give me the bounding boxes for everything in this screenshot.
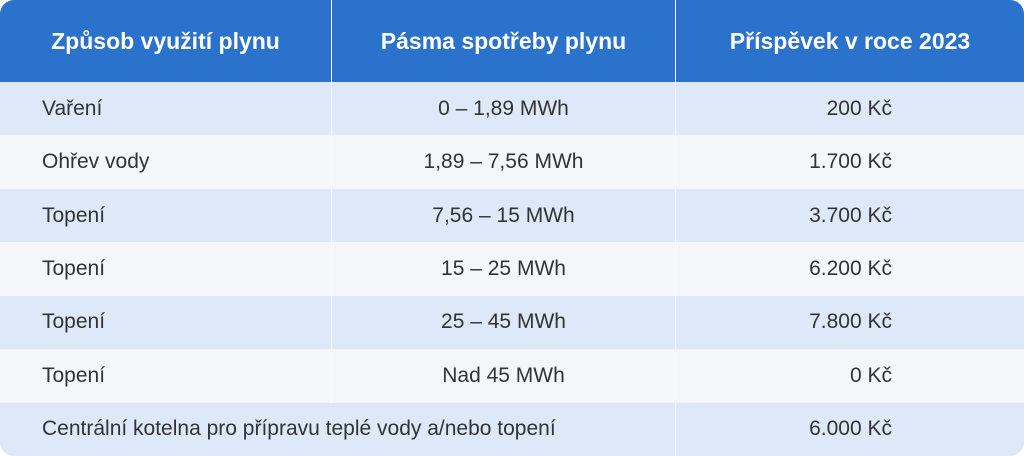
table-cell: 7,56 – 15 MWh <box>332 188 675 243</box>
table-cell: 1,89 – 7,56 MWh <box>332 135 675 189</box>
table-cell: 1.700 Kč <box>676 135 1024 189</box>
table-cell: 3.700 Kč <box>676 188 1024 243</box>
header-cell: Pásma spotřeby plynu <box>332 0 675 82</box>
table-cell: Topení <box>0 349 331 403</box>
table-cell: Topení <box>0 188 331 243</box>
table-cell: 6.200 Kč <box>676 242 1024 296</box>
table-cell: 25 – 45 MWh <box>332 295 675 350</box>
table-cell: 7.800 Kč <box>676 295 1024 350</box>
table-cell: 200 Kč <box>676 82 1024 136</box>
table-cell: 15 – 25 MWh <box>332 242 675 296</box>
table-cell: Topení <box>0 242 331 296</box>
table-cell: Centrální kotelna pro přípravu teplé vod… <box>0 402 675 456</box>
header-cell: Příspěvek v roce 2023 <box>676 0 1024 82</box>
table-cell: Nad 45 MWh <box>332 349 675 403</box>
table-cell: 0 Kč <box>676 349 1024 403</box>
table-cell: Topení <box>0 295 331 350</box>
table-cell: Vaření <box>0 82 331 136</box>
table-cell: 6.000 Kč <box>676 402 1024 456</box>
header-cell: Způsob využití plynu <box>0 0 331 82</box>
table-cell: Ohřev vody <box>0 135 331 189</box>
table-cell: 0 – 1,89 MWh <box>332 82 675 136</box>
